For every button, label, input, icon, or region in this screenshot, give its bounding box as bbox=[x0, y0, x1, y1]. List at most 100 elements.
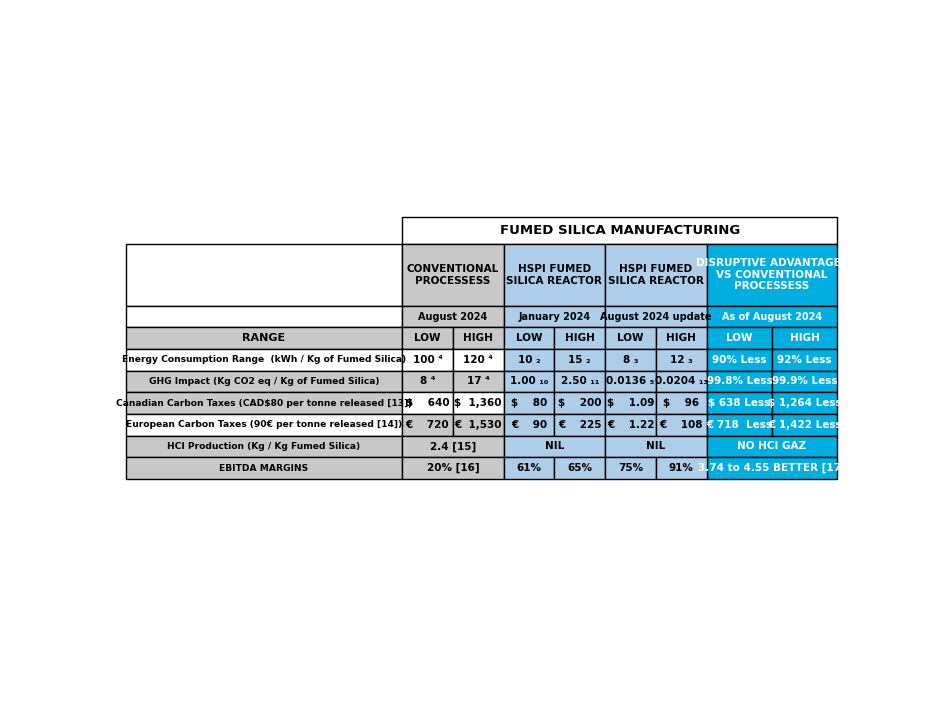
Text: €  1,530: € 1,530 bbox=[455, 420, 502, 430]
Bar bbox=[656, 457, 707, 479]
Bar bbox=[504, 244, 606, 306]
Bar bbox=[453, 371, 504, 392]
Bar bbox=[504, 327, 554, 349]
Text: August 2024: August 2024 bbox=[418, 312, 488, 322]
Bar bbox=[402, 414, 453, 435]
Bar bbox=[656, 349, 707, 371]
Bar bbox=[606, 327, 656, 349]
Bar bbox=[504, 392, 554, 414]
Bar bbox=[125, 327, 402, 349]
Bar bbox=[606, 414, 656, 435]
Bar bbox=[402, 349, 453, 371]
Bar bbox=[504, 371, 554, 392]
Text: $ 1,264 Less: $ 1,264 Less bbox=[768, 398, 841, 408]
Text: 2.4 [15]: 2.4 [15] bbox=[430, 442, 476, 451]
Bar bbox=[772, 392, 838, 414]
Bar bbox=[402, 306, 504, 327]
Text: 120 ⁴: 120 ⁴ bbox=[463, 355, 493, 365]
Text: 0.0204 ₁₃: 0.0204 ₁₃ bbox=[655, 376, 708, 387]
Text: 3.74 to 4.55 BETTER [17]: 3.74 to 4.55 BETTER [17] bbox=[698, 463, 846, 473]
Text: $    200: $ 200 bbox=[558, 398, 602, 408]
Text: As of August 2024: As of August 2024 bbox=[722, 312, 822, 322]
Text: GHG Impact (Kg CO2 eq / Kg of Fumed Silica): GHG Impact (Kg CO2 eq / Kg of Fumed Sili… bbox=[149, 377, 379, 386]
Text: $    96: $ 96 bbox=[664, 398, 699, 408]
Text: € 718  Less: € 718 Less bbox=[707, 420, 772, 430]
Text: 2.50 ₁₁: 2.50 ₁₁ bbox=[561, 376, 599, 387]
Bar bbox=[606, 244, 707, 306]
Bar bbox=[402, 392, 453, 414]
Text: LOW: LOW bbox=[415, 333, 441, 343]
Text: HSPI FUMED
SILICA REACTOR: HSPI FUMED SILICA REACTOR bbox=[608, 264, 704, 286]
Bar bbox=[707, 306, 838, 327]
Text: 61%: 61% bbox=[517, 463, 542, 473]
Bar bbox=[125, 244, 402, 306]
Bar bbox=[707, 371, 772, 392]
Bar bbox=[125, 349, 402, 371]
Bar bbox=[707, 349, 772, 371]
Text: 8 ₃: 8 ₃ bbox=[622, 355, 638, 365]
Bar bbox=[656, 392, 707, 414]
Bar bbox=[453, 349, 504, 371]
Bar bbox=[125, 392, 402, 414]
Bar bbox=[707, 457, 838, 479]
Text: LOW: LOW bbox=[726, 333, 753, 343]
Bar bbox=[707, 244, 838, 306]
Bar bbox=[606, 435, 707, 457]
Text: $ 638 Less: $ 638 Less bbox=[709, 398, 770, 408]
Text: Energy Consumption Range  (kWh / Kg of Fumed Silica): Energy Consumption Range (kWh / Kg of Fu… bbox=[122, 355, 406, 364]
Text: €    720: € 720 bbox=[405, 420, 449, 430]
Text: HIGH: HIGH bbox=[790, 333, 820, 343]
Text: January 2024: January 2024 bbox=[519, 312, 591, 322]
Bar bbox=[606, 306, 707, 327]
Text: Canadian Carbon Taxes (CAD$80 per tonne released [13]): Canadian Carbon Taxes (CAD$80 per tonne … bbox=[116, 399, 412, 408]
Text: LOW: LOW bbox=[618, 333, 644, 343]
Bar bbox=[504, 414, 554, 435]
Text: 99.8% Less: 99.8% Less bbox=[707, 376, 772, 387]
Bar bbox=[772, 414, 838, 435]
Text: 65%: 65% bbox=[567, 463, 592, 473]
Text: HSPI FUMED
SILICA REACTOR: HSPI FUMED SILICA REACTOR bbox=[506, 264, 603, 286]
Bar bbox=[606, 457, 656, 479]
Bar bbox=[707, 435, 838, 457]
Bar bbox=[402, 457, 504, 479]
Text: 12 ₃: 12 ₃ bbox=[670, 355, 693, 365]
Bar bbox=[554, 457, 606, 479]
Bar bbox=[402, 244, 504, 306]
Text: NIL: NIL bbox=[647, 442, 665, 451]
Bar bbox=[606, 392, 656, 414]
Text: 75%: 75% bbox=[618, 463, 643, 473]
Text: $    1.09: $ 1.09 bbox=[607, 398, 654, 408]
Text: $    80: $ 80 bbox=[511, 398, 548, 408]
Bar bbox=[453, 414, 504, 435]
Bar bbox=[125, 414, 402, 435]
Bar bbox=[402, 435, 504, 457]
Bar bbox=[554, 414, 606, 435]
Text: 99.9% Less: 99.9% Less bbox=[772, 376, 838, 387]
Text: HIGH: HIGH bbox=[666, 333, 696, 343]
Text: $  1,360: $ 1,360 bbox=[455, 398, 502, 408]
Text: HIGH: HIGH bbox=[463, 333, 493, 343]
Text: CONVENTIONAL
PROCESSESS: CONVENTIONAL PROCESSESS bbox=[407, 264, 499, 286]
Text: 8 ⁴: 8 ⁴ bbox=[419, 376, 435, 387]
Bar bbox=[125, 371, 402, 392]
Bar bbox=[656, 414, 707, 435]
Text: EBITDA MARGINS: EBITDA MARGINS bbox=[219, 463, 309, 472]
Text: €    108: € 108 bbox=[660, 420, 703, 430]
Text: € 1,422 Less: € 1,422 Less bbox=[768, 420, 841, 430]
Text: 100 ⁴: 100 ⁴ bbox=[413, 355, 443, 365]
Bar bbox=[772, 327, 838, 349]
Bar bbox=[554, 371, 606, 392]
Text: 10 ₂: 10 ₂ bbox=[518, 355, 540, 365]
Bar bbox=[125, 457, 402, 479]
Text: 17 ⁴: 17 ⁴ bbox=[467, 376, 490, 387]
Text: 1.00 ₁₀: 1.00 ₁₀ bbox=[510, 376, 548, 387]
Text: 15 ₂: 15 ₂ bbox=[568, 355, 592, 365]
Bar bbox=[453, 392, 504, 414]
Bar bbox=[504, 435, 606, 457]
Text: $    640: $ 640 bbox=[405, 398, 449, 408]
Bar bbox=[125, 435, 402, 457]
Bar bbox=[402, 327, 453, 349]
Bar bbox=[606, 349, 656, 371]
Text: European Carbon Taxes (90€ per tonne released [14]): European Carbon Taxes (90€ per tonne rel… bbox=[125, 420, 402, 429]
Text: NO HCI GAZ: NO HCI GAZ bbox=[738, 442, 807, 451]
